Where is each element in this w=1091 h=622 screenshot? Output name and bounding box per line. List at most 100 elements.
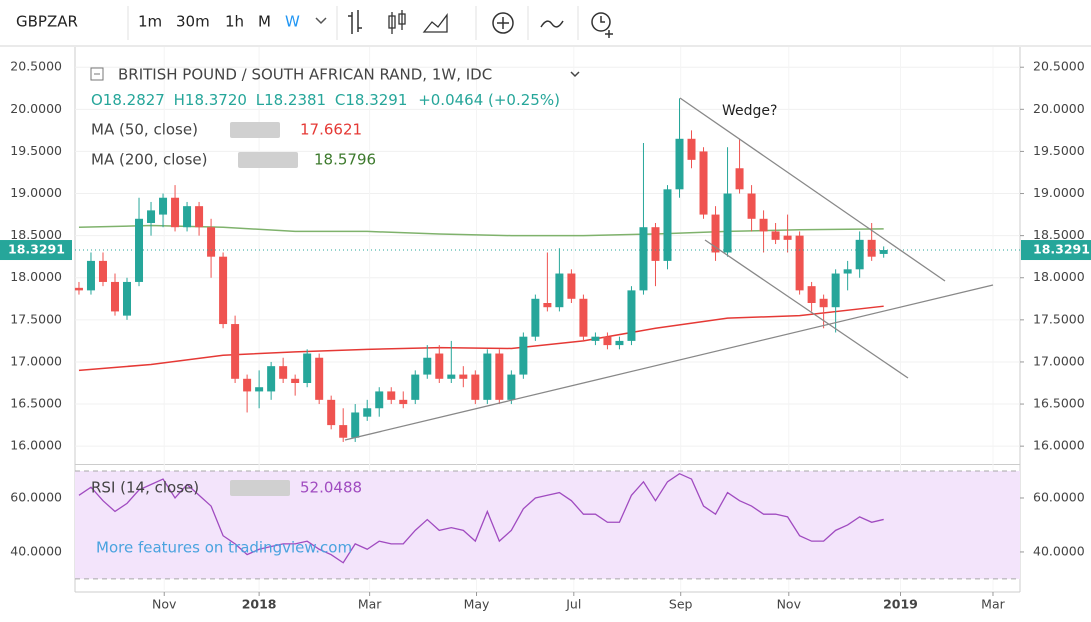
legend-ma50: MA (50, close) — [91, 121, 198, 139]
candle-body — [375, 391, 384, 409]
toolbar: GBPZAR 1m 30m 1h M W — [0, 0, 1091, 47]
watermark: More features on tradingview.com — [96, 539, 352, 557]
last-price-box — [0, 240, 72, 261]
candle-body — [231, 324, 240, 379]
annotation: Wedge? — [722, 103, 777, 119]
ma-line — [78, 305, 884, 372]
plus — [497, 17, 509, 29]
candle-body — [843, 269, 852, 274]
candle-body — [327, 399, 336, 426]
candle-body — [243, 378, 252, 392]
candle-body — [531, 298, 540, 337]
candle-body — [807, 286, 816, 303]
candle-body — [110, 281, 119, 312]
candle-body — [879, 250, 888, 254]
candle-body — [675, 138, 684, 190]
interval-active[interactable]: W — [285, 13, 300, 31]
x-tick-label: 2018 — [242, 597, 277, 612]
wedge-upper — [679, 97, 946, 282]
y-tick-label: 19.5000 — [1033, 143, 1085, 158]
bars-icon[interactable] — [348, 10, 362, 34]
x-tick-label: Nov — [152, 597, 177, 612]
y-tick-label: 17.0000 — [10, 353, 62, 368]
candle-body — [98, 260, 107, 282]
ma200-buttons[interactable] — [238, 152, 298, 168]
candle-body — [207, 227, 216, 257]
legend-high: H18.3720 — [174, 91, 247, 109]
rsi-buttons[interactable] — [230, 480, 290, 496]
candle-body — [279, 366, 288, 379]
candle-body — [159, 197, 168, 215]
support-line — [344, 284, 994, 441]
candle-body — [423, 357, 432, 375]
candle-body — [855, 239, 864, 270]
candle-body — [171, 197, 180, 228]
legend-rsi-value: 52.0488 — [300, 479, 362, 497]
dropdown-icon[interactable] — [315, 17, 327, 25]
candle-body — [435, 353, 444, 379]
candle-body — [74, 287, 83, 291]
y-tick-label: 20.0000 — [10, 101, 62, 116]
interval[interactable]: M — [258, 13, 271, 31]
interval[interactable]: 1m — [138, 13, 162, 31]
legend-low: L18.2381 — [256, 91, 326, 109]
area-icon[interactable] — [422, 13, 448, 33]
candle-body — [651, 227, 660, 261]
y-tick-label: 17.0000 — [1033, 353, 1085, 368]
y-tick-label: 20.5000 — [1033, 59, 1085, 74]
candle-body — [519, 336, 528, 375]
legend-rsi: RSI (14, close) — [91, 479, 199, 497]
ma50-buttons[interactable] — [230, 122, 280, 138]
y-tick-label: 18.0000 — [10, 269, 62, 284]
interval[interactable]: 30m — [176, 13, 210, 31]
candle-body — [699, 151, 708, 215]
candle-body — [771, 231, 780, 240]
legend-close: C18.3291 — [335, 91, 408, 109]
legend-change: +0.0464 (+0.25%) — [418, 91, 560, 109]
candle-body — [663, 189, 672, 261]
candles-icon[interactable] — [388, 10, 406, 34]
legend-ma200-value: 18.5796 — [314, 151, 376, 169]
candle-body — [831, 273, 840, 308]
x-tick-label: May — [464, 597, 490, 612]
candle-body — [555, 273, 564, 308]
x-tick-label: Mar — [981, 597, 1005, 612]
y-tick-label: 16.5000 — [1033, 396, 1085, 411]
candle-body — [747, 193, 756, 219]
y-tick-label: 40.0000 — [1033, 543, 1085, 558]
candle-body — [219, 256, 228, 325]
legend-ma50-value: 17.6621 — [300, 121, 362, 139]
last-price-label: 18.3291 — [1033, 242, 1090, 257]
candle-body — [615, 340, 624, 346]
candle-body — [195, 206, 204, 228]
candle-body — [495, 353, 504, 400]
collapse-icon[interactable] — [90, 67, 104, 81]
candle-body — [543, 303, 552, 308]
y-tick-label: 60.0000 — [10, 489, 62, 504]
y-tick-label: 17.5000 — [1033, 311, 1085, 326]
candle-body — [339, 425, 348, 438]
interval[interactable]: 1h — [225, 13, 244, 31]
candle-body — [795, 235, 804, 291]
symbol[interactable]: GBPZAR — [16, 13, 78, 31]
x-tick-label: Jul — [565, 597, 581, 612]
candle-body — [687, 138, 696, 160]
add-indicator-icon[interactable] — [492, 12, 514, 34]
candle-body — [387, 391, 396, 400]
legend-ma200: MA (200, close) — [91, 151, 207, 169]
candle-body — [399, 399, 408, 405]
candle-body — [579, 298, 588, 337]
candle-body — [711, 214, 720, 253]
y-tick-label: 60.0000 — [1033, 489, 1085, 504]
compare-icon[interactable] — [540, 20, 564, 28]
legend-title: BRITISH POUND / SOUTH AFRICAN RAND, 1W, … — [118, 66, 492, 84]
y-tick-label: 16.0000 — [10, 438, 62, 453]
dropdown-icon[interactable] — [570, 71, 580, 78]
x-tick-label: Nov — [777, 597, 802, 612]
candle-body — [819, 298, 828, 308]
candle-body — [291, 378, 300, 383]
candle-body — [471, 374, 480, 400]
x-tick-label: Sep — [669, 597, 693, 612]
alert-icon[interactable] — [591, 12, 611, 32]
